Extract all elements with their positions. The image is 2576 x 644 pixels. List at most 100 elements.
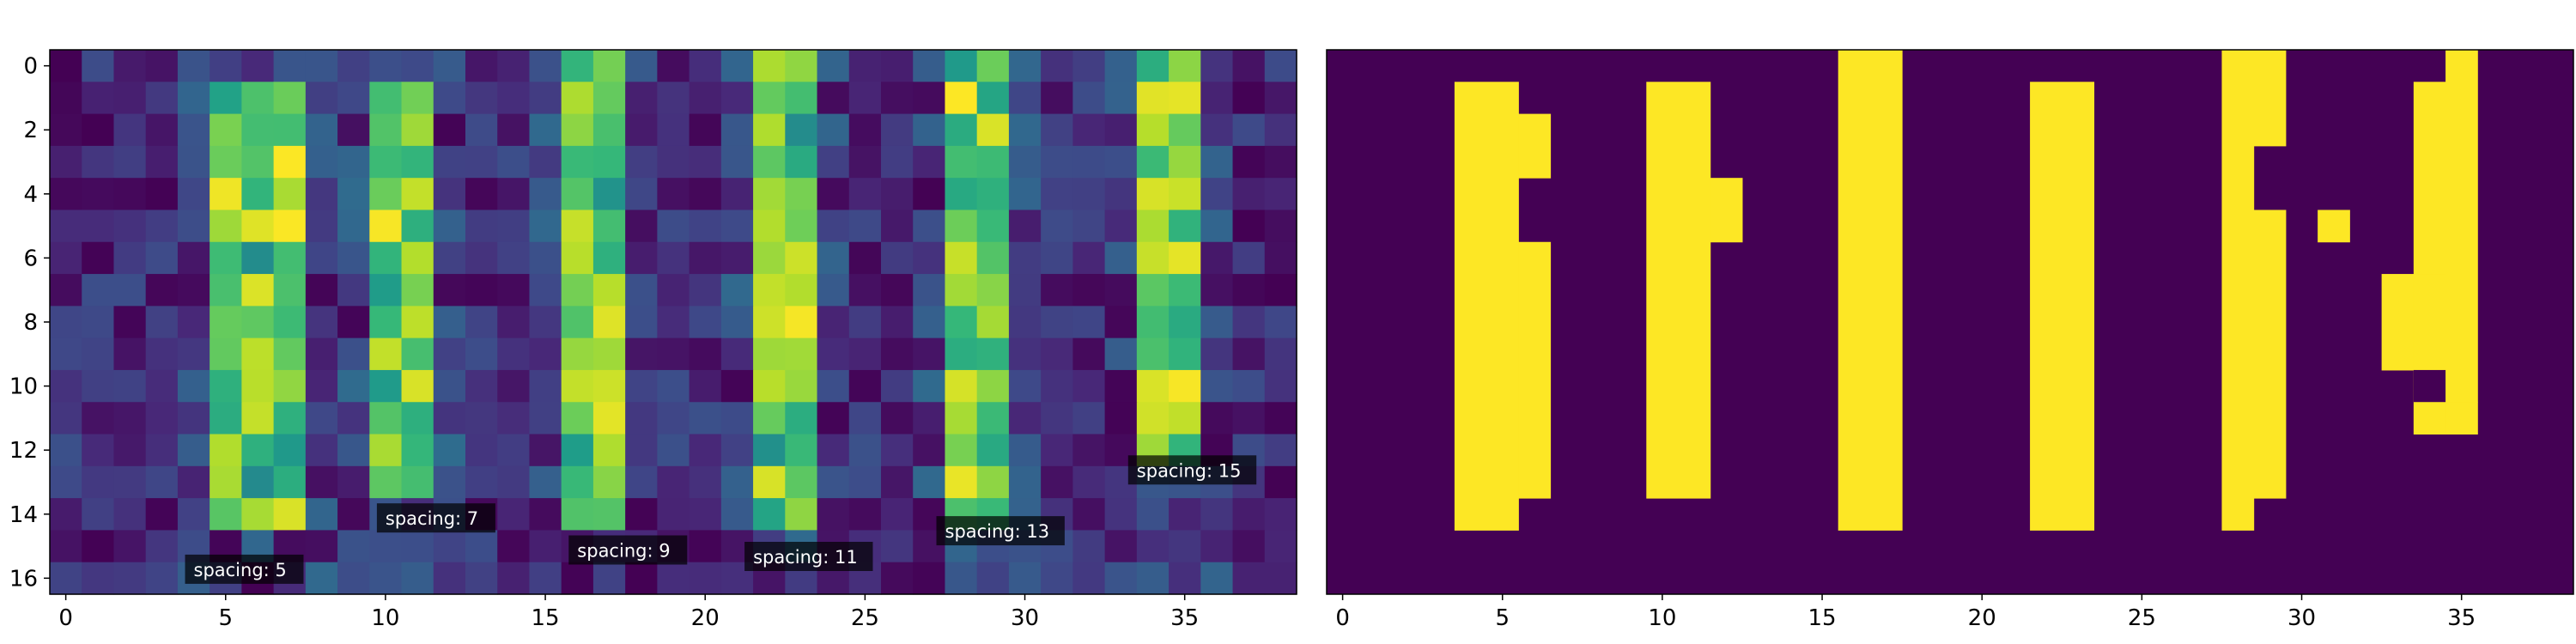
heatmap-cell: [881, 402, 914, 435]
heatmap-cell: [145, 113, 179, 147]
heatmap-cell: [976, 178, 1010, 211]
heatmap-cell: [433, 274, 466, 307]
heatmap-cell: [1169, 241, 1201, 275]
heatmap-cell: [1264, 145, 1297, 179]
heatmap-cell: [369, 50, 403, 82]
heatmap-cell: [1072, 113, 1106, 147]
heatmap-cell: [976, 465, 1010, 499]
heatmap-cell: [529, 145, 562, 179]
heatmap-cell: [273, 369, 307, 403]
heatmap-cell: [50, 50, 82, 82]
heatmap-cell: [976, 306, 1010, 339]
heatmap-cell: [848, 434, 882, 467]
heatmap-cell: [369, 530, 403, 563]
heatmap-cell: [1136, 530, 1170, 563]
heatmap-cell: [1264, 241, 1297, 275]
x-tick-label: 10: [371, 605, 399, 631]
heatmap-cell: [720, 50, 754, 82]
heatmap-cell: [657, 434, 690, 467]
heatmap-cell: [1136, 178, 1170, 211]
heatmap-cell: [401, 369, 434, 403]
heatmap-cell: [976, 434, 1010, 467]
heatmap-cell: [145, 306, 179, 339]
heatmap-cell: [465, 274, 498, 307]
heatmap-cell: [82, 434, 115, 467]
heatmap-cell: [401, 50, 434, 82]
heatmap-cell: [1008, 178, 1042, 211]
heatmap-cell: [145, 465, 179, 499]
heatmap-cell: [1169, 274, 1201, 307]
heatmap-cell: [976, 274, 1010, 307]
heatmap-cell: [529, 50, 562, 82]
heatmap-cell: [1169, 562, 1201, 595]
heatmap-cell: [497, 498, 531, 532]
heatmap-cell: [177, 306, 210, 339]
x-tick-label: 25: [851, 605, 879, 631]
heatmap-cell: [561, 562, 594, 595]
heatmap-cell: [848, 82, 882, 115]
heatmap-cell: [561, 369, 594, 403]
heatmap-cell: [689, 369, 722, 403]
annotation-box: [376, 503, 495, 533]
heatmap-cell: [785, 434, 818, 467]
heatmap-cell: [561, 274, 594, 307]
heatmap-cell: [50, 241, 82, 275]
heatmap-cell: [497, 337, 531, 371]
heatmap-cell: [1169, 498, 1201, 532]
heatmap-cell: [689, 498, 722, 532]
heatmap-cell: [497, 369, 531, 403]
mask-region: [2221, 50, 2255, 531]
heatmap-cell: [1136, 369, 1170, 403]
heatmap-cell: [625, 178, 658, 211]
heatmap-cell: [657, 498, 690, 532]
heatmap-cell: [881, 306, 914, 339]
heatmap-cell: [145, 50, 179, 82]
annotation-label: spacing: 11: [744, 542, 873, 571]
heatmap-cell: [1104, 274, 1138, 307]
heatmap-cell: [848, 210, 882, 243]
heatmap-cell: [497, 241, 531, 275]
heatmap-cell: [561, 82, 594, 115]
heatmap-cell: [945, 562, 978, 595]
annotation-box: [185, 554, 304, 584]
heatmap-cell: [210, 337, 242, 371]
heatmap-cell: [113, 465, 147, 499]
heatmap-cell: [145, 498, 179, 532]
heatmap-cell: [465, 50, 498, 82]
heatmap-cell: [657, 274, 690, 307]
heatmap-cell: [945, 82, 978, 115]
heatmap-cell: [1008, 434, 1042, 467]
heatmap-cell: [465, 241, 498, 275]
heatmap-cell: [1264, 402, 1297, 435]
heatmap-cell: [945, 402, 978, 435]
heatmap-cell: [753, 113, 786, 147]
heatmap-cell: [210, 369, 242, 403]
heatmap-cell: [1072, 274, 1106, 307]
heatmap-cell: [273, 210, 307, 243]
heatmap-cell: [210, 402, 242, 435]
heatmap-cell: [817, 402, 850, 435]
heatmap-cell: [881, 465, 914, 499]
annotation-text: spacing: 7: [386, 508, 478, 529]
heatmap-cell: [241, 498, 275, 532]
left-x-ticks: 0 5 10 15 20 25 30 35: [58, 594, 1199, 631]
heatmap-cell: [689, 178, 722, 211]
heatmap-cell: [113, 241, 147, 275]
heatmap-cell: [689, 145, 722, 179]
heatmap-cell: [529, 402, 562, 435]
right-mask-panel: 0 5 10 15 20 25 30 35: [1326, 49, 2574, 631]
heatmap-cell: [305, 402, 338, 435]
heatmap-cell: [1232, 498, 1266, 532]
heatmap-cell: [881, 241, 914, 275]
heatmap-cell: [145, 562, 179, 595]
heatmap-cell: [1200, 498, 1234, 532]
heatmap-cell: [592, 465, 626, 499]
heatmap-cell: [529, 241, 562, 275]
mask-region: [2413, 274, 2446, 435]
heatmap-cell: [1041, 82, 1073, 115]
heatmap-cell: [1232, 145, 1266, 179]
heatmap-cell: [1104, 145, 1138, 179]
mask-region: [1454, 82, 1519, 531]
heatmap-cell: [881, 210, 914, 243]
heatmap-cell: [305, 337, 338, 371]
